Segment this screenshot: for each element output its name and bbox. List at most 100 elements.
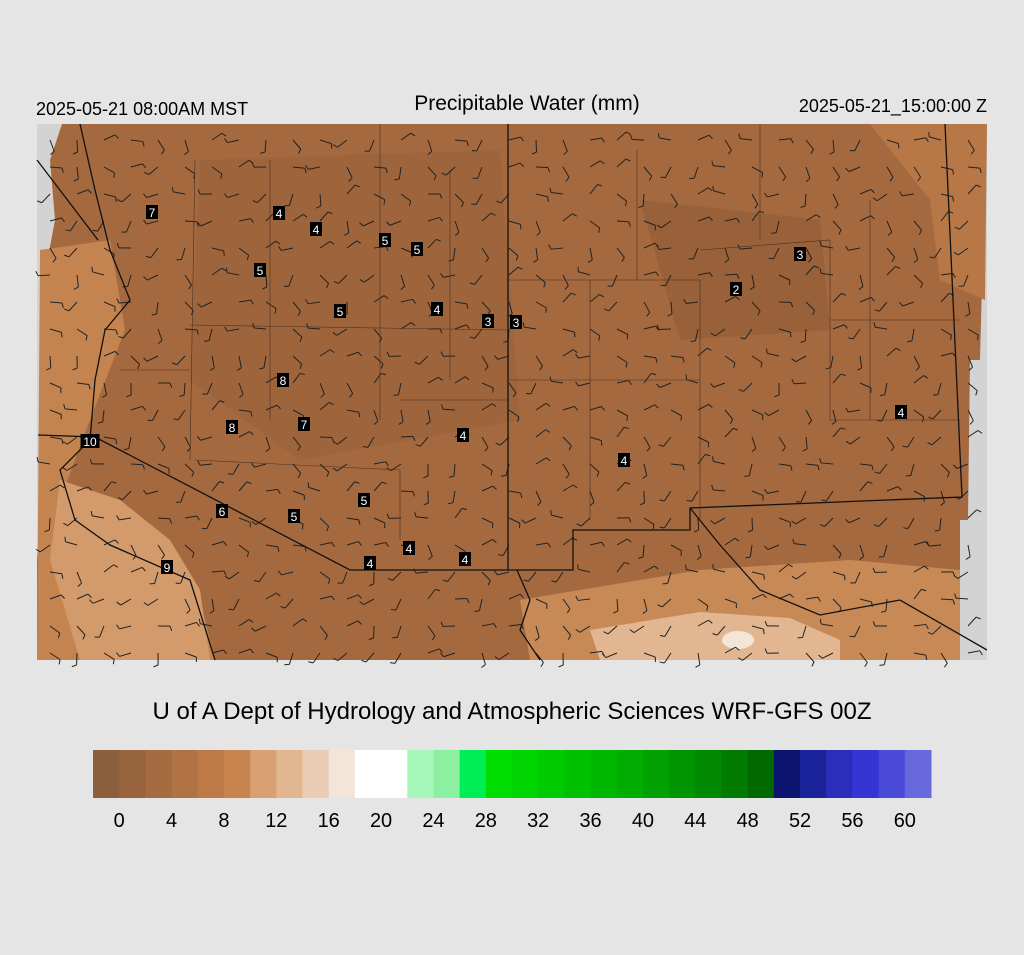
wind-barb (204, 341, 209, 342)
colorbar-tick-label: 16 (318, 810, 340, 832)
colorbar-tick-label: 24 (422, 810, 444, 832)
wind-barb (872, 602, 873, 607)
colorbar-tick-label: 4 (166, 810, 177, 832)
wind-barb (903, 528, 908, 529)
station-value: 8 (229, 421, 236, 435)
color-swatch (564, 750, 591, 798)
wind-barb (536, 140, 537, 152)
wind-barb (471, 204, 476, 205)
wind-barb (660, 177, 665, 178)
color-swatch (905, 750, 932, 798)
wind-barb (933, 395, 938, 396)
color-swatch (800, 750, 827, 798)
wind-barb (401, 491, 413, 492)
color-swatch (433, 750, 460, 798)
map-title: Precipitable Water (mm) (414, 92, 640, 115)
color-swatch (617, 750, 644, 798)
colorbar-tick-label: 0 (114, 810, 125, 832)
wind-barb (752, 518, 753, 530)
color-swatch (250, 750, 277, 798)
colorbar-tick-label: 28 (475, 810, 497, 832)
wind-barb (498, 555, 503, 556)
color-swatch (172, 750, 199, 798)
wind-barb (114, 173, 115, 178)
color-swatch (879, 750, 906, 798)
color-swatch (355, 750, 382, 798)
wind-barb (762, 173, 763, 178)
station-value: 5 (382, 234, 389, 248)
colorbar-tick-label: 40 (632, 810, 654, 832)
color-swatch (407, 750, 434, 798)
wind-barb (77, 140, 78, 152)
color-swatch (669, 750, 696, 798)
color-swatch (276, 750, 303, 798)
wind-barb (771, 233, 776, 234)
color-swatch (460, 750, 487, 798)
valid-time-local: 2025-05-21 08:00AM MST (36, 99, 248, 119)
station-value: 4 (276, 207, 283, 221)
color-swatch (774, 750, 801, 798)
wind-barb (698, 518, 699, 530)
station-value: 5 (291, 510, 298, 524)
station-value: 5 (257, 264, 264, 278)
wind-barb (551, 510, 552, 515)
wind-barb (384, 200, 385, 205)
station-value: 6 (219, 505, 226, 519)
color-swatch (695, 750, 722, 798)
colorbar-tick-label: 48 (737, 810, 759, 832)
color-swatch (145, 750, 172, 798)
color-swatch (748, 750, 775, 798)
station-value: 5 (361, 494, 368, 508)
station-value: 8 (280, 374, 287, 388)
color-swatch (591, 750, 618, 798)
wind-barb (713, 564, 714, 569)
wind-barb (929, 132, 930, 137)
station-value: 7 (149, 206, 156, 220)
color-swatch (303, 750, 330, 798)
color-swatch (826, 750, 853, 798)
wind-barb (941, 599, 953, 600)
color-swatch (512, 750, 539, 798)
station-value: 3 (797, 248, 804, 262)
wind-barb (546, 308, 547, 313)
station-value: 5 (414, 243, 421, 257)
color-swatch (722, 750, 749, 798)
wind-barb (116, 197, 117, 202)
color-swatch (538, 750, 565, 798)
station-value: 7 (301, 418, 308, 432)
color-swatch (643, 750, 670, 798)
station-value: 4 (313, 223, 320, 237)
station-value: 3 (513, 316, 520, 330)
wind-barb (681, 551, 682, 556)
wind-barb (632, 139, 644, 140)
wind-barb (548, 197, 549, 202)
station-value: 4 (898, 406, 905, 420)
colorbar-tick-label: 56 (841, 810, 863, 832)
field-driest (722, 631, 754, 649)
color-swatch (93, 750, 120, 798)
wind-barb (92, 267, 93, 272)
wind-barb (320, 437, 332, 438)
station-value: 4 (367, 557, 374, 571)
color-swatch (381, 750, 408, 798)
colorbar-tick-label: 12 (265, 810, 287, 832)
field-dry-core (190, 150, 520, 460)
station-value: 5 (337, 305, 344, 319)
wind-barb (875, 572, 887, 573)
colorbar-tick-label: 36 (579, 810, 601, 832)
station-value: 4 (462, 553, 469, 567)
colorbar-tick-label: 60 (894, 810, 916, 832)
color-swatch (486, 750, 513, 798)
station-value: 4 (621, 454, 628, 468)
colorbar-tick-label: 20 (370, 810, 392, 832)
color-swatch (198, 750, 225, 798)
station-value: 10 (83, 435, 97, 449)
wind-barb (501, 476, 506, 477)
colorbar-tick-label: 52 (789, 810, 811, 832)
wind-barb (681, 416, 682, 421)
colorbar-tick-label: 32 (527, 810, 549, 832)
wind-barb (49, 518, 50, 530)
